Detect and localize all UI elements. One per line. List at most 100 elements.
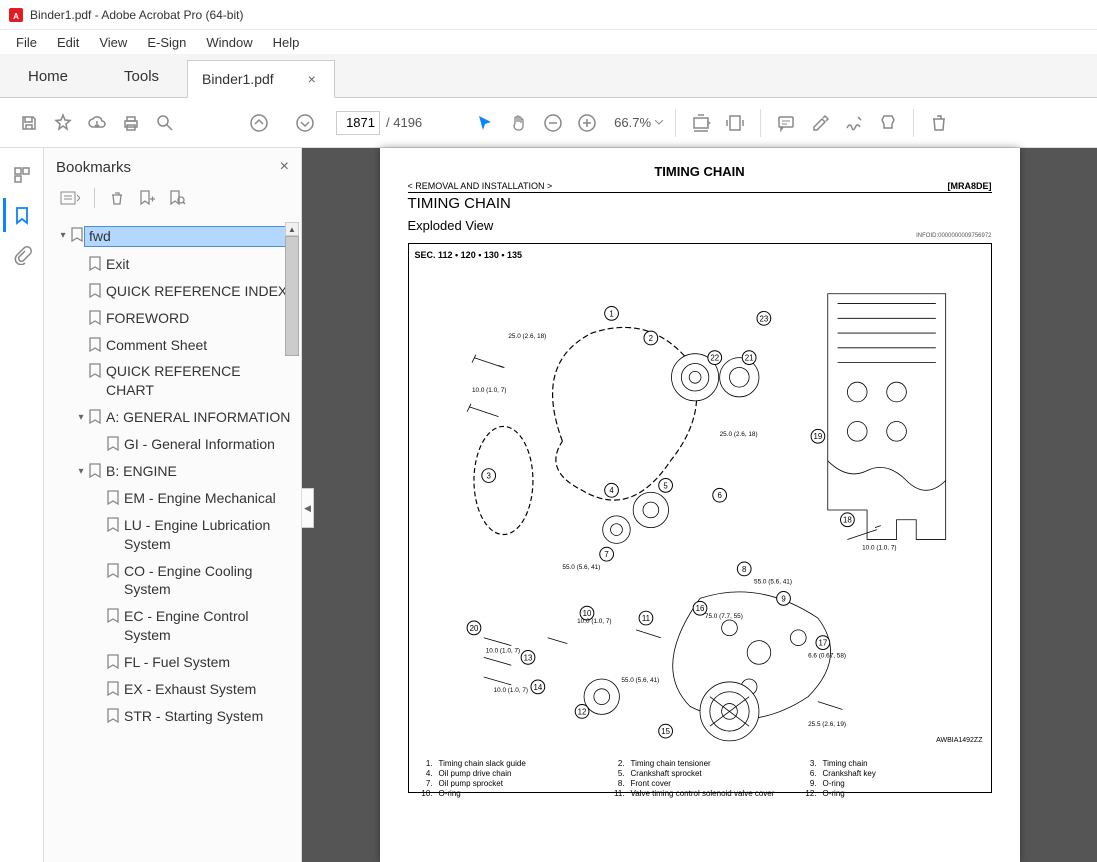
- bookmark-icon: [106, 562, 124, 579]
- bookmarks-close-button[interactable]: ×: [280, 158, 289, 176]
- svg-text:14: 14: [533, 683, 542, 692]
- save-button[interactable]: [12, 106, 46, 140]
- page-number-input[interactable]: [336, 111, 380, 135]
- bookmark-item[interactable]: FOREWORD: [52, 305, 301, 332]
- page-up-button[interactable]: [242, 106, 276, 140]
- tab-home[interactable]: Home: [0, 56, 96, 97]
- legend-cell: 10.: [415, 789, 433, 798]
- comment-button[interactable]: [769, 106, 803, 140]
- attachments-panel-button[interactable]: [5, 238, 39, 272]
- scroll-up-arrow[interactable]: ▲: [285, 222, 299, 236]
- bookmark-item[interactable]: STR - Starting System: [52, 703, 301, 730]
- legend-cell: O-ring: [823, 789, 985, 798]
- tab-tools[interactable]: Tools: [96, 56, 187, 97]
- highlight-button[interactable]: [803, 106, 837, 140]
- diagram-code: AWBIA1492ZZ: [936, 737, 982, 744]
- bookmark-delete-button[interactable]: [105, 186, 129, 210]
- bookmark-icon: [88, 336, 106, 353]
- stamp-button[interactable]: [871, 106, 905, 140]
- bookmarks-tree[interactable]: ▾ fwd Exit QUICK REFERENCE INDEXFOREWORDCom…: [44, 218, 301, 862]
- svg-text:10.0 (1.0, 7): 10.0 (1.0, 7): [485, 647, 519, 654]
- panel-collapse-handle[interactable]: ◀: [302, 488, 314, 528]
- bookmark-item[interactable]: FL - Fuel System: [52, 649, 301, 676]
- bookmark-twisty[interactable]: ▾: [56, 226, 70, 243]
- bookmark-item[interactable]: CO - Engine Cooling System: [52, 558, 301, 604]
- page-down-button[interactable]: [288, 106, 322, 140]
- svg-text:16: 16: [695, 604, 704, 613]
- hand-tool[interactable]: [502, 106, 536, 140]
- bookmark-item[interactable]: Comment Sheet: [52, 332, 301, 359]
- zoom-in-button[interactable]: [570, 106, 604, 140]
- bookmark-options-button[interactable]: [56, 186, 84, 210]
- tab-close-button[interactable]: ×: [304, 71, 320, 87]
- bookmark-item[interactable]: QUICK REFERENCE INDEX: [52, 278, 301, 305]
- bookmark-item[interactable]: Exit: [52, 251, 301, 278]
- bookmark-icon: [88, 309, 106, 326]
- bookmark-icon: [88, 255, 106, 272]
- menu-help[interactable]: Help: [265, 33, 308, 52]
- svg-text:25.0 (2.6, 18): 25.0 (2.6, 18): [508, 333, 546, 340]
- bookmark-twisty[interactable]: ▾: [74, 462, 88, 479]
- bookmark-item[interactable]: EX - Exhaust System: [52, 676, 301, 703]
- tab-document[interactable]: Binder1.pdf ×: [187, 60, 335, 98]
- svg-text:23: 23: [759, 314, 768, 323]
- bookmark-item[interactable]: ▾ fwd: [52, 222, 301, 251]
- zoom-out-button[interactable]: [536, 106, 570, 140]
- bookmarks-scrollbar[interactable]: ▲: [285, 222, 299, 862]
- bookmark-icon: [88, 362, 106, 379]
- svg-text:18: 18: [843, 516, 852, 525]
- scroll-thumb[interactable]: [285, 236, 299, 356]
- menu-file[interactable]: File: [8, 33, 45, 52]
- svg-text:17: 17: [818, 639, 827, 648]
- bookmark-twisty[interactable]: ▾: [74, 408, 88, 425]
- legend-cell: 5.: [607, 769, 625, 778]
- bookmark-item[interactable]: EM - Engine Mechanical: [52, 485, 301, 512]
- select-tool[interactable]: [468, 106, 502, 140]
- thumbnails-panel-button[interactable]: [5, 158, 39, 192]
- bookmark-item[interactable]: ▾A: GENERAL INFORMATION: [52, 404, 301, 431]
- bookmark-item[interactable]: GI - General Information: [52, 431, 301, 458]
- bookmark-label: fwd: [84, 226, 297, 247]
- legend-cell: Front cover: [631, 779, 793, 788]
- fit-width-button[interactable]: [684, 106, 718, 140]
- menu-edit[interactable]: Edit: [49, 33, 87, 52]
- menu-esign[interactable]: E-Sign: [139, 33, 194, 52]
- bookmark-icon: [106, 435, 124, 452]
- zoom-dropdown[interactable]: 66.7%: [614, 115, 663, 130]
- bookmark-icon: [106, 516, 124, 533]
- delete-button[interactable]: [922, 106, 956, 140]
- bookmark-twisty: [74, 362, 88, 365]
- menubar: File Edit View E-Sign Window Help: [0, 30, 1097, 54]
- bookmark-twisty: [74, 282, 88, 285]
- bookmark-twisty: [74, 255, 88, 258]
- fit-page-button[interactable]: [718, 106, 752, 140]
- bookmark-item[interactable]: QUICK REFERENCE CHART: [52, 358, 301, 404]
- bookmark-item[interactable]: LU - Engine Lubrication System: [52, 512, 301, 558]
- bookmark-twisty: [92, 607, 106, 610]
- print-button[interactable]: [114, 106, 148, 140]
- bookmarks-panel-button[interactable]: [3, 198, 37, 232]
- cloud-button[interactable]: [80, 106, 114, 140]
- svg-text:12: 12: [577, 707, 586, 716]
- bookmark-find-button[interactable]: [165, 186, 189, 210]
- bookmark-twisty: [92, 435, 106, 438]
- legend-cell: Crankshaft key: [823, 769, 985, 778]
- menu-window[interactable]: Window: [198, 33, 260, 52]
- bookmark-item[interactable]: EC - Engine Control System: [52, 603, 301, 649]
- bookmark-add-button[interactable]: [135, 186, 159, 210]
- bookmark-label: Exit: [106, 255, 297, 274]
- sign-button[interactable]: [837, 106, 871, 140]
- page-subtitle-left: < REMOVAL AND INSTALLATION >: [408, 181, 553, 191]
- menu-view[interactable]: View: [91, 33, 135, 52]
- bookmark-item[interactable]: ▾ B: ENGINE: [52, 458, 301, 485]
- bookmark-label: EX - Exhaust System: [124, 680, 297, 699]
- svg-text:10.0 (1.0, 7): 10.0 (1.0, 7): [862, 544, 896, 551]
- document-area[interactable]: ◀ TIMING CHAIN < REMOVAL AND INSTALLATIO…: [302, 148, 1097, 862]
- bookmark-icon: [106, 607, 124, 624]
- search-button[interactable]: [148, 106, 182, 140]
- bookmark-label: QUICK REFERENCE CHART: [106, 362, 297, 400]
- star-button[interactable]: [46, 106, 80, 140]
- svg-text:6: 6: [717, 491, 722, 500]
- bookmark-label: B: ENGINE: [106, 462, 297, 481]
- infoid: INFOID:0000000009756972: [408, 233, 992, 239]
